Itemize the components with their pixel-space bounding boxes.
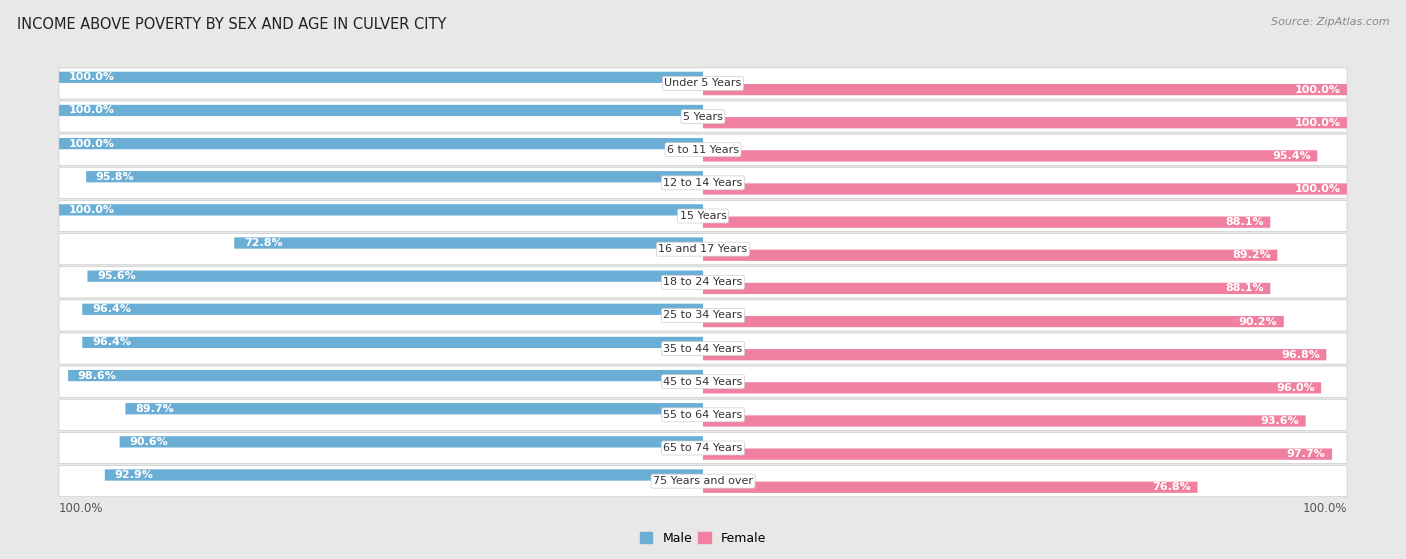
FancyBboxPatch shape bbox=[59, 204, 703, 216]
Text: 88.1%: 88.1% bbox=[1225, 283, 1264, 293]
FancyBboxPatch shape bbox=[59, 466, 1347, 497]
FancyBboxPatch shape bbox=[703, 216, 1270, 228]
FancyBboxPatch shape bbox=[703, 150, 1317, 162]
FancyBboxPatch shape bbox=[703, 117, 1347, 129]
FancyBboxPatch shape bbox=[703, 482, 1198, 493]
FancyBboxPatch shape bbox=[59, 433, 1347, 463]
Text: 100.0%: 100.0% bbox=[69, 205, 115, 215]
Text: Under 5 Years: Under 5 Years bbox=[665, 78, 741, 88]
FancyBboxPatch shape bbox=[703, 382, 1322, 394]
FancyBboxPatch shape bbox=[703, 448, 1331, 459]
FancyBboxPatch shape bbox=[120, 436, 703, 448]
FancyBboxPatch shape bbox=[83, 304, 703, 315]
Text: 92.9%: 92.9% bbox=[114, 470, 153, 480]
Text: 89.2%: 89.2% bbox=[1232, 250, 1271, 260]
Text: 6 to 11 Years: 6 to 11 Years bbox=[666, 145, 740, 155]
FancyBboxPatch shape bbox=[703, 349, 1326, 361]
Text: 89.7%: 89.7% bbox=[135, 404, 174, 414]
Text: 72.8%: 72.8% bbox=[243, 238, 283, 248]
Text: 12 to 14 Years: 12 to 14 Years bbox=[664, 178, 742, 188]
FancyBboxPatch shape bbox=[67, 370, 703, 381]
FancyBboxPatch shape bbox=[703, 415, 1306, 427]
FancyBboxPatch shape bbox=[59, 366, 1347, 397]
FancyBboxPatch shape bbox=[59, 300, 1347, 331]
FancyBboxPatch shape bbox=[59, 101, 1347, 132]
Text: 18 to 24 Years: 18 to 24 Years bbox=[664, 277, 742, 287]
FancyBboxPatch shape bbox=[703, 283, 1270, 294]
Text: 97.7%: 97.7% bbox=[1286, 449, 1326, 459]
FancyBboxPatch shape bbox=[59, 201, 1347, 231]
Text: 100.0%: 100.0% bbox=[69, 139, 115, 149]
FancyBboxPatch shape bbox=[59, 68, 1347, 99]
Text: 96.0%: 96.0% bbox=[1275, 383, 1315, 393]
FancyBboxPatch shape bbox=[59, 138, 703, 149]
FancyBboxPatch shape bbox=[235, 238, 703, 249]
Text: 45 to 54 Years: 45 to 54 Years bbox=[664, 377, 742, 387]
FancyBboxPatch shape bbox=[703, 250, 1278, 261]
Text: 90.6%: 90.6% bbox=[129, 437, 169, 447]
Text: 100.0%: 100.0% bbox=[1295, 84, 1340, 94]
FancyBboxPatch shape bbox=[86, 171, 703, 182]
FancyBboxPatch shape bbox=[59, 333, 1347, 364]
FancyBboxPatch shape bbox=[59, 167, 1347, 198]
FancyBboxPatch shape bbox=[83, 337, 703, 348]
Text: 35 to 44 Years: 35 to 44 Years bbox=[664, 344, 742, 354]
FancyBboxPatch shape bbox=[105, 470, 703, 481]
Text: 96.4%: 96.4% bbox=[91, 304, 131, 314]
Text: 98.6%: 98.6% bbox=[77, 371, 117, 381]
Text: 100.0%: 100.0% bbox=[69, 106, 115, 116]
Text: 88.1%: 88.1% bbox=[1225, 217, 1264, 227]
Legend: Male, Female: Male, Female bbox=[636, 527, 770, 550]
FancyBboxPatch shape bbox=[59, 134, 1347, 165]
Text: 75 Years and over: 75 Years and over bbox=[652, 476, 754, 486]
Text: Source: ZipAtlas.com: Source: ZipAtlas.com bbox=[1271, 17, 1389, 27]
FancyBboxPatch shape bbox=[703, 183, 1347, 195]
FancyBboxPatch shape bbox=[703, 316, 1284, 327]
Text: 5 Years: 5 Years bbox=[683, 112, 723, 122]
Text: 15 Years: 15 Years bbox=[679, 211, 727, 221]
FancyBboxPatch shape bbox=[125, 403, 703, 414]
Text: 100.0%: 100.0% bbox=[59, 502, 104, 515]
FancyBboxPatch shape bbox=[59, 72, 703, 83]
Text: 95.8%: 95.8% bbox=[96, 172, 135, 182]
Text: 100.0%: 100.0% bbox=[1295, 184, 1340, 194]
Text: 76.8%: 76.8% bbox=[1153, 482, 1191, 492]
Text: 100.0%: 100.0% bbox=[69, 72, 115, 82]
Text: 100.0%: 100.0% bbox=[1295, 118, 1340, 127]
Text: 55 to 64 Years: 55 to 64 Years bbox=[664, 410, 742, 420]
FancyBboxPatch shape bbox=[59, 399, 1347, 430]
FancyBboxPatch shape bbox=[703, 84, 1347, 95]
Text: 96.4%: 96.4% bbox=[91, 338, 131, 348]
Text: 100.0%: 100.0% bbox=[1302, 502, 1347, 515]
Text: 93.6%: 93.6% bbox=[1260, 416, 1299, 426]
Text: 65 to 74 Years: 65 to 74 Years bbox=[664, 443, 742, 453]
FancyBboxPatch shape bbox=[59, 234, 1347, 265]
Text: 95.4%: 95.4% bbox=[1272, 151, 1310, 161]
Text: INCOME ABOVE POVERTY BY SEX AND AGE IN CULVER CITY: INCOME ABOVE POVERTY BY SEX AND AGE IN C… bbox=[17, 17, 446, 32]
Text: 90.2%: 90.2% bbox=[1239, 316, 1277, 326]
FancyBboxPatch shape bbox=[59, 105, 703, 116]
Text: 95.6%: 95.6% bbox=[97, 271, 136, 281]
Text: 25 to 34 Years: 25 to 34 Years bbox=[664, 310, 742, 320]
FancyBboxPatch shape bbox=[87, 271, 703, 282]
Text: 96.8%: 96.8% bbox=[1281, 350, 1320, 359]
FancyBboxPatch shape bbox=[59, 267, 1347, 298]
Text: 16 and 17 Years: 16 and 17 Years bbox=[658, 244, 748, 254]
